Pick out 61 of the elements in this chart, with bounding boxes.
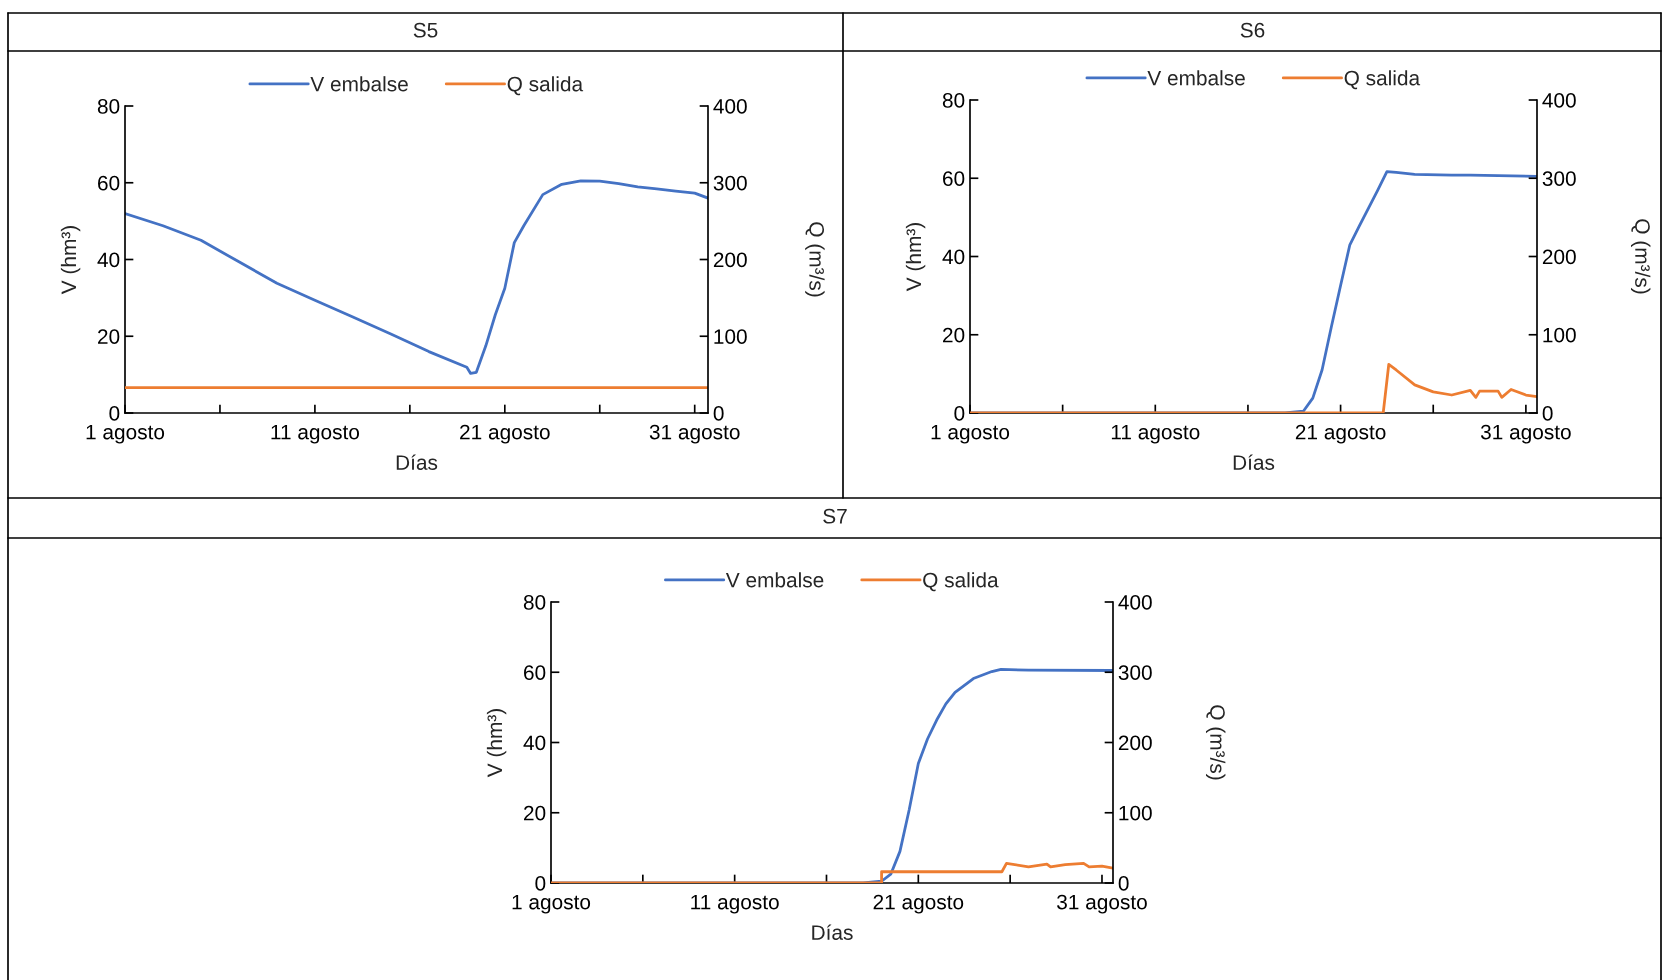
y2-axis-title: Q (m³/s) <box>1205 705 1226 780</box>
y-tick-label: 60 <box>524 665 546 680</box>
y2-tick-label: 200 <box>713 252 747 268</box>
y-tick-label: 40 <box>523 735 546 751</box>
y2-axis-title: Q (m³/s) <box>805 222 825 297</box>
y2-tick-label: 100 <box>1119 805 1152 821</box>
legend-label: Q salida <box>923 572 999 592</box>
y2-tick-label: 100 <box>1543 327 1576 343</box>
x-tick-label: 1 agosto <box>931 424 1010 444</box>
y-tick-label: 80 <box>942 93 965 108</box>
x-tick-label: 11 agosto <box>271 424 360 444</box>
y-tick-label: 40 <box>97 252 120 268</box>
y-tick-label: 20 <box>98 329 120 344</box>
y2-tick-label: 0 <box>1118 876 1129 891</box>
chart-title: S7 <box>823 508 847 524</box>
y2-tick-label: 200 <box>1118 735 1152 751</box>
chart-title: S5 <box>413 22 438 38</box>
x-tick-label: 11 agosto <box>691 894 779 914</box>
y-tick-label: 60 <box>943 171 965 186</box>
y-tick-label: 40 <box>942 249 965 265</box>
y2-tick-label: 400 <box>1118 595 1152 610</box>
x-tick-label: 21 agosto <box>873 894 964 914</box>
x-tick-label: 11 agosto <box>1111 424 1200 444</box>
x-tick-label: 21 agosto <box>460 424 550 444</box>
x-tick-label: 21 agosto <box>1295 424 1386 444</box>
x-axis-title: Días <box>1233 454 1275 470</box>
line-series <box>125 179 708 375</box>
legend-label: V embalse <box>310 76 408 92</box>
y-tick-label: 0 <box>109 406 120 421</box>
y2-tick-label: 300 <box>1542 171 1576 186</box>
x-tick-label: 31 agosto <box>649 424 740 444</box>
y2-tick-label: 300 <box>1118 665 1152 680</box>
y2-axis-title: Q (m³/s) <box>1630 219 1651 294</box>
y2-tick-label: 400 <box>713 99 747 114</box>
legend-label: Q salida <box>1344 70 1421 90</box>
y-tick-label: 20 <box>943 327 965 343</box>
y2-tick-label: 0 <box>713 406 724 421</box>
y-axis-title: V (hm³) <box>905 223 926 292</box>
y2-tick-label: 400 <box>1542 93 1576 108</box>
y2-tick-label: 100 <box>714 329 747 344</box>
x-axis-title: Días <box>396 454 438 470</box>
x-axis-title: Días <box>812 924 853 940</box>
y-axis-title: V (hm³) <box>60 226 81 295</box>
y-tick-label: 0 <box>954 406 965 421</box>
x-tick-label: 31 agosto <box>1480 424 1571 444</box>
legend-label: V embalse <box>1147 70 1245 86</box>
legend-label: V embalse <box>725 572 824 588</box>
y-axis-title: V (hm³) <box>486 709 507 778</box>
x-tick-label: 1 agosto <box>512 894 591 914</box>
y-tick-label: 80 <box>523 595 546 610</box>
y-tick-label: 60 <box>98 175 120 191</box>
x-tick-label: 31 agosto <box>1057 894 1147 914</box>
x-tick-label: 1 agosto <box>86 424 165 444</box>
legend-label: Q salida <box>507 76 584 96</box>
y2-tick-label: 300 <box>713 175 747 191</box>
y-tick-label: 20 <box>524 805 546 821</box>
y-tick-label: 0 <box>535 876 546 891</box>
y2-tick-label: 200 <box>1542 249 1576 265</box>
y2-tick-label: 0 <box>1542 406 1553 421</box>
chart-title: S6 <box>1240 22 1265 38</box>
y-tick-label: 80 <box>97 99 120 114</box>
